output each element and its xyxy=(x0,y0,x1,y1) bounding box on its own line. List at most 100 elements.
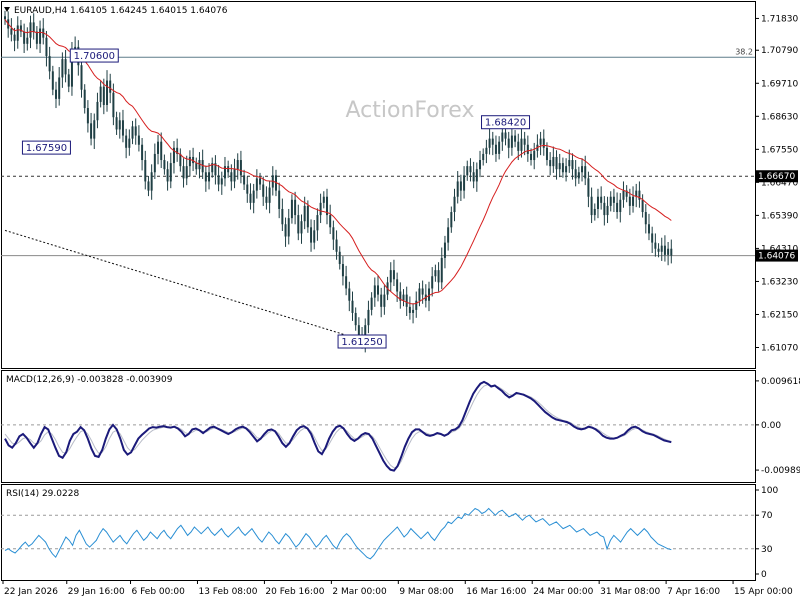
moving-average-line xyxy=(4,19,672,305)
candle-body xyxy=(233,169,236,182)
candle-body xyxy=(357,325,360,338)
candle-body xyxy=(147,181,150,191)
candle-body xyxy=(437,270,440,283)
candle-body xyxy=(632,196,635,206)
macd-tick-label: 0.009618 xyxy=(761,377,800,387)
candle-body xyxy=(300,221,303,234)
candle-body xyxy=(70,49,73,87)
candle-body xyxy=(329,215,332,228)
candle-body xyxy=(561,163,564,173)
candle-body xyxy=(176,147,179,154)
candle-body xyxy=(459,181,462,191)
candle-body xyxy=(338,251,341,265)
candle-body xyxy=(16,25,19,41)
candle-body xyxy=(236,160,239,170)
rsi-tick-label: 100 xyxy=(761,486,778,496)
candle-body xyxy=(217,175,220,185)
price-tick-label: 1.64310 xyxy=(761,244,798,254)
candle-body xyxy=(102,86,105,105)
rsi-tick-label: 70 xyxy=(761,511,773,521)
rsi-tick-label: 30 xyxy=(761,545,773,555)
price-tick-label: 1.62150 xyxy=(761,310,798,320)
price-annotation-box xyxy=(69,48,119,63)
candle-body xyxy=(227,166,230,173)
candle-body xyxy=(211,163,214,173)
candle-body xyxy=(61,59,64,78)
candle-body xyxy=(555,156,558,170)
candle-body xyxy=(265,196,268,203)
candle-body xyxy=(389,270,392,283)
candle-body xyxy=(545,147,548,161)
candle-body xyxy=(370,297,373,310)
candle-body xyxy=(479,160,482,170)
candle-body xyxy=(571,160,574,170)
candle-body xyxy=(55,89,58,99)
price-tick-label: 1.71830 xyxy=(761,14,798,24)
x-tick-label: 16 Mar 16:00 xyxy=(466,587,526,597)
candle-body xyxy=(568,160,571,167)
price-annotation-label: 1.67590 xyxy=(26,143,67,154)
candle-body xyxy=(619,199,622,213)
candle-body xyxy=(281,208,284,225)
candle-body xyxy=(185,166,188,179)
candle-body xyxy=(341,264,344,277)
candle-body xyxy=(51,71,54,90)
candle-body xyxy=(367,309,370,326)
x-tick-label: 6 Feb 00:00 xyxy=(132,587,186,597)
candle-body xyxy=(278,190,281,209)
candle-body xyxy=(641,199,644,213)
candle-body xyxy=(121,120,124,136)
candle-body xyxy=(574,169,577,179)
rsi-line xyxy=(4,507,672,560)
candle-body xyxy=(64,59,67,75)
candle-body xyxy=(504,132,507,139)
candle-body xyxy=(188,156,191,167)
price-annotation-label: 1.61250 xyxy=(341,337,382,348)
candle-body xyxy=(364,325,367,343)
x-tick-label: 13 Feb 08:00 xyxy=(198,587,257,597)
fib-382-label: 38.2 xyxy=(735,47,753,56)
triangle-down-icon[interactable] xyxy=(4,7,10,12)
candle-body xyxy=(373,285,376,298)
rsi-tick-label: 0 xyxy=(761,570,767,580)
candle-body xyxy=(316,215,319,231)
candle-body xyxy=(552,156,555,167)
candle-body xyxy=(262,184,265,197)
candle-body xyxy=(96,101,99,121)
candle-body xyxy=(290,199,293,219)
candle-body xyxy=(405,294,408,307)
price-annotation-box xyxy=(21,140,71,155)
candle-body xyxy=(581,166,584,173)
candle-body xyxy=(348,288,351,301)
candle-body xyxy=(198,160,201,170)
x-tick-label: 24 Mar 00:00 xyxy=(533,587,593,597)
candle-body xyxy=(192,156,195,164)
resistance-price-label: 1.66670 xyxy=(758,172,795,182)
panel-frame-macd xyxy=(1,370,756,483)
candle-body xyxy=(86,108,89,124)
candle-body xyxy=(19,25,22,32)
candle-body xyxy=(134,126,137,136)
candle-body xyxy=(494,144,497,154)
candle-body xyxy=(125,135,128,148)
candle-body xyxy=(383,294,386,307)
candle-body xyxy=(259,178,262,185)
candle-body xyxy=(246,184,249,194)
candle-body xyxy=(144,160,147,182)
trendline xyxy=(4,229,369,343)
candle-body xyxy=(354,312,357,326)
x-tick-label: 22 Jan 2026 xyxy=(4,587,58,597)
candle-body xyxy=(501,132,504,142)
candle-body xyxy=(418,288,421,301)
candle-body xyxy=(252,190,255,203)
candle-body xyxy=(313,230,316,243)
candle-body xyxy=(29,22,32,38)
candle-body xyxy=(351,300,354,313)
candle-body xyxy=(475,169,478,182)
candle-body xyxy=(510,135,513,148)
candle-body xyxy=(635,190,638,197)
candle-body xyxy=(153,153,156,173)
candle-body xyxy=(616,202,619,213)
candle-body xyxy=(214,163,217,176)
rsi-title: RSI(14) 29.0228 xyxy=(6,489,79,499)
